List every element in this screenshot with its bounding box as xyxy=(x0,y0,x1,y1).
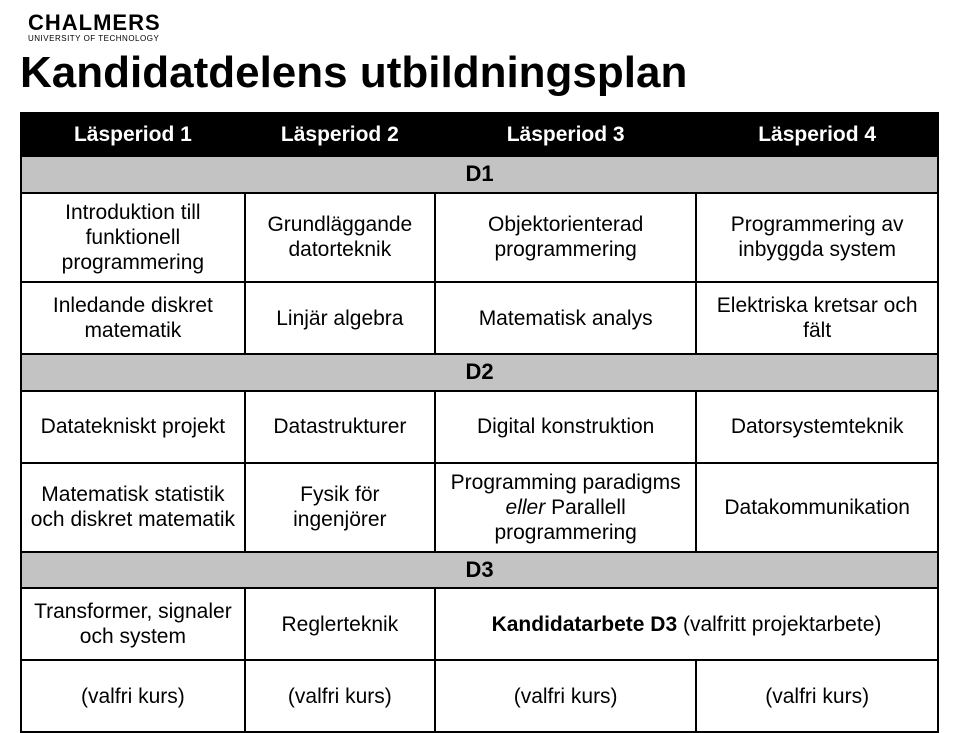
course-cell: Datakommunikation xyxy=(696,463,938,553)
course-cell: Transformer, signaler och system xyxy=(21,588,245,660)
course-cell: Programming paradigms eller Parallell pr… xyxy=(435,463,696,553)
table-header-row: Läsperiod 1 Läsperiod 2 Läsperiod 3 Läsp… xyxy=(21,113,938,156)
course-cell: Grundläggande datorteknik xyxy=(245,193,435,283)
course-cell: Introduktion till funktionell programmer… xyxy=(21,193,245,283)
course-cell: Reglerteknik xyxy=(245,588,435,660)
slide-content: Kandidatdelens utbildningsplan Läsperiod… xyxy=(20,48,939,733)
table-row: Matematisk statistik och diskret matemat… xyxy=(21,463,938,553)
course-text-bold: Kandidatarbete D3 xyxy=(492,613,678,636)
col-header: Läsperiod 4 xyxy=(696,113,938,156)
course-cell: Datorsystemteknik xyxy=(696,391,938,463)
course-text: (valfritt projektarbete) xyxy=(683,613,881,636)
course-cell: Elektriska kretsar och fält xyxy=(696,282,938,354)
table-row: Datatekniskt projekt Datastrukturer Digi… xyxy=(21,391,938,463)
logo-sub: UNIVERSITY OF TECHNOLOGY xyxy=(28,34,161,43)
course-cell-merged: Kandidatarbete D3 (valfritt projektarbet… xyxy=(435,588,938,660)
course-cell: Digital konstruktion xyxy=(435,391,696,463)
year-label-d2: D2 xyxy=(21,354,938,390)
course-cell: Objektorienterad programmering xyxy=(435,193,696,283)
course-cell: (valfri kurs) xyxy=(21,660,245,732)
table-row: Transformer, signaler och system Reglert… xyxy=(21,588,938,660)
table-row: Introduktion till funktionell programmer… xyxy=(21,193,938,283)
course-text: Programming paradigms xyxy=(451,471,681,494)
course-cell: Linjär algebra xyxy=(245,282,435,354)
logo: CHALMERS UNIVERSITY OF TECHNOLOGY xyxy=(28,10,161,43)
col-header: Läsperiod 3 xyxy=(435,113,696,156)
year-label-d3: D3 xyxy=(21,552,938,588)
course-cell: (valfri kurs) xyxy=(245,660,435,732)
course-cell: Fysik för ingenjörer xyxy=(245,463,435,553)
col-header: Läsperiod 2 xyxy=(245,113,435,156)
logo-main: CHALMERS xyxy=(28,10,161,36)
course-cell: Matematisk analys xyxy=(435,282,696,354)
table-row: Inledande diskret matematik Linjär algeb… xyxy=(21,282,938,354)
course-cell: Datastrukturer xyxy=(245,391,435,463)
course-cell: (valfri kurs) xyxy=(435,660,696,732)
course-text-italic: eller xyxy=(506,496,546,519)
course-cell: (valfri kurs) xyxy=(696,660,938,732)
page-title: Kandidatdelens utbildningsplan xyxy=(20,48,939,98)
course-cell: Datatekniskt projekt xyxy=(21,391,245,463)
curriculum-table: Läsperiod 1 Läsperiod 2 Läsperiod 3 Läsp… xyxy=(20,112,939,733)
col-header: Läsperiod 1 xyxy=(21,113,245,156)
year-row: D2 xyxy=(21,354,938,390)
year-row: D3 xyxy=(21,552,938,588)
course-cell: Programmering av inbyggda system xyxy=(696,193,938,283)
course-cell: Matematisk statistik och diskret matemat… xyxy=(21,463,245,553)
year-row: D1 xyxy=(21,156,938,192)
year-label-d1: D1 xyxy=(21,156,938,192)
table-row: (valfri kurs) (valfri kurs) (valfri kurs… xyxy=(21,660,938,732)
course-cell: Inledande diskret matematik xyxy=(21,282,245,354)
